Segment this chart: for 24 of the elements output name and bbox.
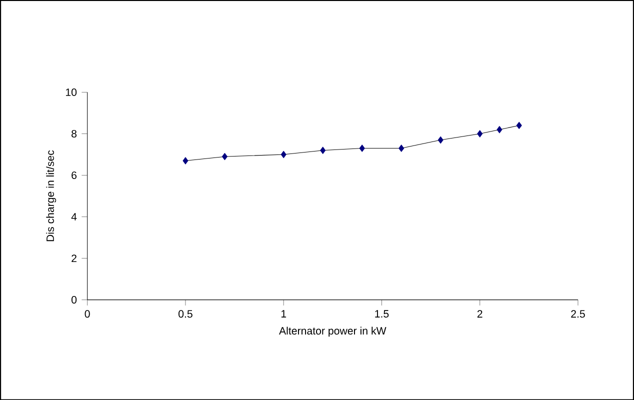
y-tick-label: 6 [72, 171, 77, 179]
point [516, 122, 522, 129]
y-tick-label: 2 [72, 254, 76, 262]
y-tick-label: 0 [72, 296, 77, 304]
x-tick-label: 1.5 [375, 310, 389, 318]
y-tick-label: 10 [66, 88, 77, 96]
point [320, 146, 326, 154]
x-tick-label: 0 [84, 310, 90, 318]
point [398, 144, 404, 152]
point [182, 156, 188, 164]
y-tick-label: 4 [71, 212, 77, 220]
x-tick-label: 2.5 [571, 310, 585, 318]
y-axis-title: Dis charge in lit/sec [46, 150, 56, 241]
point [496, 126, 502, 134]
point [438, 136, 444, 144]
x-tick-label: 1 [281, 310, 286, 318]
x-tick-label: 2 [477, 310, 482, 318]
point [280, 150, 286, 158]
y-tick-label: 8 [72, 130, 77, 138]
x-axis-title: Alternator power in kW [279, 326, 386, 337]
point [477, 130, 483, 138]
x-tick-label: 0.5 [178, 310, 192, 318]
point [359, 144, 365, 152]
point [222, 152, 228, 160]
